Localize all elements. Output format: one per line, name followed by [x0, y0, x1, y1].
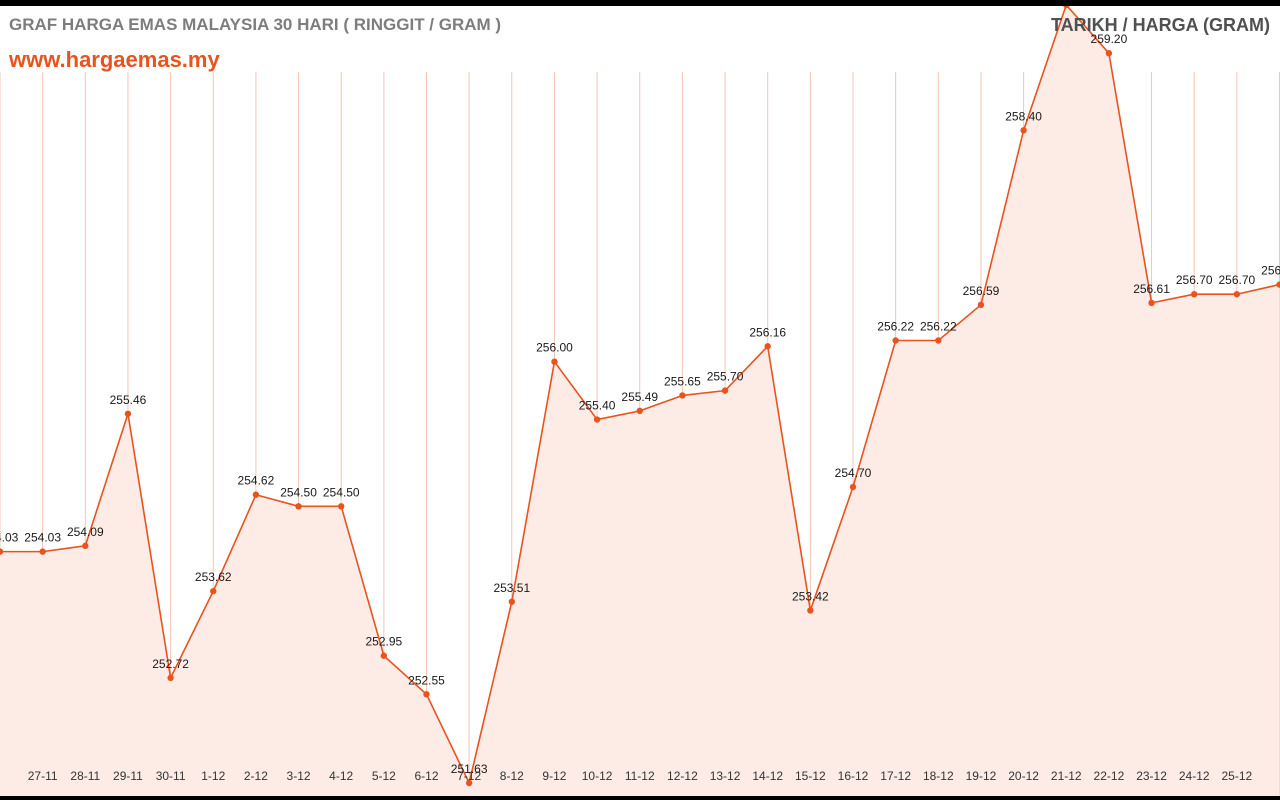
- x-tick-27-11: 27-11: [28, 769, 58, 783]
- data-label-16-12: 254.70: [835, 466, 872, 480]
- x-tick-3-12: 3-12: [287, 769, 311, 783]
- data-point-18-12[interactable]: [935, 337, 942, 344]
- price-area: [0, 6, 1280, 796]
- chart-legend: TARIKH / HARGA (GRAM): [1051, 15, 1270, 35]
- data-label-22-12: 259.20: [1091, 32, 1128, 46]
- data-point-26-11[interactable]: [0, 548, 4, 555]
- x-tick-19-12: 19-12: [966, 769, 997, 783]
- x-tick-16-12: 16-12: [838, 769, 869, 783]
- data-point-16-12[interactable]: [849, 483, 857, 491]
- x-tick-6-12: 6-12: [414, 769, 438, 783]
- data-label-4-12: 254.50: [323, 485, 360, 499]
- x-tick-25-12: 25-12: [1221, 769, 1252, 783]
- x-tick-28-11: 28-11: [70, 769, 100, 783]
- data-label-17-12: 256.22: [877, 319, 914, 333]
- data-point-19-12[interactable]: [977, 301, 985, 309]
- data-label-13-12: 255.70: [707, 370, 744, 384]
- data-label-3-12: 254.50: [280, 485, 317, 499]
- data-point-5-12[interactable]: [380, 652, 388, 659]
- x-tick-9-12: 9-12: [542, 769, 566, 783]
- chart-title: GRAF HARGA EMAS MALAYSIA 30 HARI ( RINGG…: [9, 15, 502, 34]
- data-label-18-12: 256.22: [920, 319, 957, 333]
- data-label-26-11: 254.03: [0, 531, 19, 545]
- data-point-14-12[interactable]: [764, 343, 771, 350]
- x-tick-8-12: 8-12: [500, 769, 524, 783]
- x-tick-30-11: 30-11: [156, 769, 186, 783]
- x-tick-17-12: 17-12: [880, 769, 911, 783]
- data-point-6-12[interactable]: [423, 691, 430, 698]
- x-tick-23-12: 23-12: [1136, 769, 1167, 783]
- x-tick-14-12: 14-12: [752, 769, 783, 783]
- data-point-11-12[interactable]: [636, 407, 643, 415]
- data-label-9-12: 256.00: [536, 341, 573, 355]
- data-label-1-12: 253.62: [195, 570, 232, 584]
- data-point-17-12[interactable]: [892, 337, 899, 344]
- data-label-7-12: 251.63: [451, 762, 488, 776]
- data-point-13-12[interactable]: [721, 387, 729, 394]
- x-tick-20-12: 20-12: [1008, 769, 1039, 783]
- x-tick-15-12: 15-12: [795, 769, 826, 783]
- data-point-9-12[interactable]: [551, 358, 558, 365]
- data-label-6-12: 252.55: [408, 673, 445, 687]
- data-point-21-12[interactable]: [1063, 6, 1070, 9]
- price-chart: 254.03 254.03 254.09 255.46 252.72 253.62 254.…: [0, 6, 1280, 796]
- data-label-10-12: 255.40: [579, 399, 616, 413]
- data-point-20-12[interactable]: [1020, 127, 1027, 134]
- x-tick-13-12: 13-12: [710, 769, 741, 783]
- data-point-29-11[interactable]: [124, 410, 132, 417]
- x-tick-1-12: 1-12: [201, 769, 225, 783]
- data-label-29-11: 255.46: [110, 393, 147, 407]
- data-label-11-12: 255.49: [621, 390, 658, 404]
- x-tick-18-12: 18-12: [923, 769, 954, 783]
- data-point-24-12[interactable]: [1191, 291, 1198, 298]
- data-label-2-12: 254.62: [238, 474, 275, 488]
- data-point-8-12[interactable]: [508, 598, 515, 605]
- data-label-23-12: 256.61: [1133, 282, 1170, 296]
- x-tick-7-12: 7-12: [457, 769, 481, 783]
- data-label-25-12: 256.70: [1218, 273, 1255, 287]
- site-url-link[interactable]: www.hargaemas.my: [9, 47, 220, 72]
- x-tick-10-12: 10-12: [582, 769, 613, 783]
- x-tick-12-12: 12-12: [667, 769, 698, 783]
- data-label-12-12: 255.65: [664, 374, 701, 388]
- x-tick-29-11: 29-11: [113, 769, 143, 783]
- x-tick-24-12: 24-12: [1179, 769, 1210, 783]
- data-label-20-12: 258.40: [1005, 109, 1042, 123]
- data-point-1-12[interactable]: [210, 587, 217, 595]
- data-point-12-12[interactable]: [679, 392, 686, 399]
- data-point-27-11[interactable]: [39, 548, 46, 555]
- data-point-23-12[interactable]: [1148, 299, 1155, 307]
- data-label-27-11: 254.03: [24, 531, 61, 545]
- data-label-30-11: 252.72: [152, 657, 189, 671]
- data-label-8-12: 253.51: [493, 581, 530, 595]
- data-point-4-12[interactable]: [338, 503, 345, 510]
- x-tick-4-12: 4-12: [329, 769, 353, 783]
- x-tick-22-12: 22-12: [1094, 769, 1125, 783]
- data-point-15-12[interactable]: [807, 607, 814, 614]
- x-tick-21-12: 21-12: [1051, 769, 1082, 783]
- data-label-24-12: 256.70: [1176, 273, 1213, 287]
- x-tick-2-12: 2-12: [244, 769, 268, 783]
- data-label-5-12: 252.95: [365, 635, 402, 649]
- x-tick-11-12: 11-12: [625, 769, 655, 783]
- data-point-25-12[interactable]: [1233, 291, 1241, 298]
- data-label-28-11: 254.09: [67, 525, 104, 539]
- data-point-10-12[interactable]: [593, 416, 601, 423]
- data-point-7-12[interactable]: [465, 779, 473, 787]
- data-point-3-12[interactable]: [295, 503, 302, 510]
- data-label-14-12: 256.16: [749, 325, 786, 339]
- chart-frame: 254.03 254.03 254.09 255.46 252.72 253.62 254.…: [0, 6, 1280, 796]
- data-label-15-12: 253.42: [792, 589, 829, 603]
- x-tick-5-12: 5-12: [372, 769, 396, 783]
- data-point-22-12[interactable]: [1105, 50, 1113, 57]
- data-label-19-12: 256.59: [963, 284, 1000, 298]
- data-point-26-12[interactable]: [1276, 281, 1280, 288]
- data-label-26-12: 256.80: [1261, 264, 1280, 278]
- data-point-2-12[interactable]: [252, 491, 260, 498]
- data-point-30-11[interactable]: [167, 674, 174, 682]
- data-point-28-11[interactable]: [82, 542, 89, 550]
